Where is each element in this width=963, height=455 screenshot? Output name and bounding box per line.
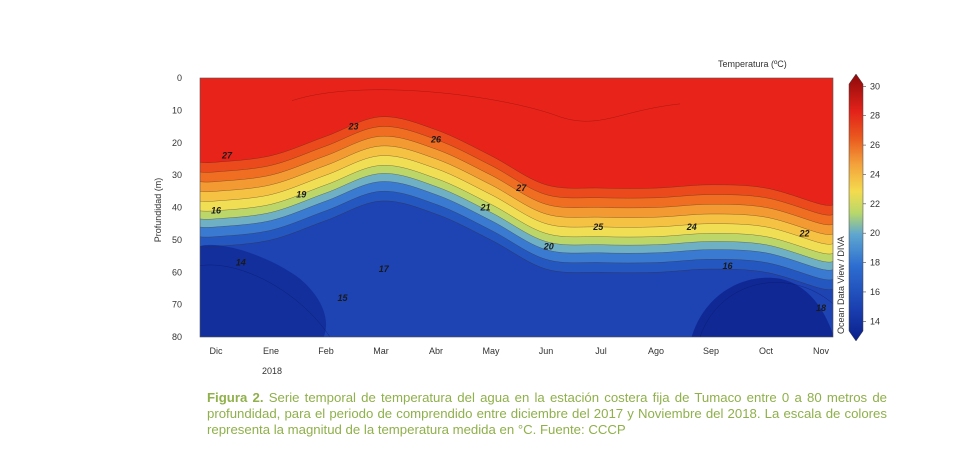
isotherm-lines: [200, 89, 833, 337]
contour-label: 27: [515, 183, 527, 193]
x-tick-label: Oct: [759, 346, 774, 356]
isotherm-line: [200, 136, 833, 226]
figure-caption: Figura 2. Serie temporal de temperatura …: [207, 390, 887, 438]
colorbar-ticks: 14 16 18 20 22 24 26 28 30: [863, 81, 880, 326]
y-tick-label: 40: [172, 203, 182, 213]
cold-core-dec: [200, 244, 326, 337]
contour-label: 17: [379, 264, 390, 274]
isotherm-line: [200, 155, 833, 245]
colorbar-tick-label: 28: [870, 111, 880, 121]
contour-label: 16: [211, 206, 222, 216]
colorbar-title: Temperatura (ºC): [718, 59, 787, 69]
side-credit-label: Ocean Data View / DIVA: [836, 236, 846, 334]
contour-label: 27: [221, 151, 233, 161]
contour-label: 21: [479, 203, 490, 213]
x-axis-ticks: Dic Ene Feb Mar Abr May Jun Jul Ago Sep Oct Nov: [210, 346, 830, 356]
cold-deep-layer: [200, 200, 833, 337]
colorbar: [848, 73, 864, 342]
colorbar-tick-label: 18: [870, 258, 880, 268]
heatmap-field: [200, 78, 833, 337]
x-tick-label: Mar: [373, 346, 389, 356]
y-tick-label: 30: [172, 170, 182, 180]
contour-label: 24: [686, 222, 697, 232]
isotherm-line: [200, 165, 833, 255]
y-axis-ticks: 0 10 20 30 40 50 60 70 80: [172, 73, 182, 342]
colorbar-tick-label: 26: [870, 140, 880, 150]
x-tick-label: Ago: [648, 346, 664, 356]
contour-label: 15: [337, 293, 348, 303]
isotherm-line: [200, 126, 833, 216]
x-tick-label: Sep: [703, 346, 719, 356]
x-tick-label: Jun: [539, 346, 554, 356]
colorbar-tick-label: 14: [870, 316, 880, 326]
x-tick-label: May: [482, 346, 500, 356]
x-tick-label: Jul: [595, 346, 607, 356]
cold-core-sep-oct: [691, 277, 833, 337]
y-tick-label: 80: [172, 332, 182, 342]
isotherm-line: [200, 191, 833, 281]
y-tick-label: 20: [172, 138, 182, 148]
contour-label: 14: [236, 258, 246, 268]
contour-label: 22: [798, 228, 809, 238]
contour-label: 18: [816, 303, 826, 313]
temperature-section-figure: Profundidad (m) 0 10 20 30 40 50 60 70 80 Dic Ene…: [153, 59, 880, 376]
isotherm-line: [200, 173, 833, 263]
caption-label: Figura 2.: [207, 390, 264, 405]
y-tick-label: 50: [172, 235, 182, 245]
contour-label: 16: [722, 261, 733, 271]
colorbar-tick-label: 30: [870, 81, 880, 91]
y-tick-label: 10: [172, 105, 182, 115]
isotherm-line: [200, 116, 833, 206]
plot-frame: [199, 77, 834, 338]
x-axis-year-label: 2018: [262, 366, 282, 376]
contour-label: 20: [543, 241, 554, 251]
x-tick-label: Nov: [813, 346, 830, 356]
colorbar-tick-label: 24: [870, 169, 880, 179]
contour-labels: 27 23 26 19 27 21 25 24 22 20 16 14 17 16 15 18: [211, 122, 826, 313]
contour-label: 23: [347, 122, 358, 132]
contour-label: 25: [592, 222, 604, 232]
x-tick-label: Ene: [263, 346, 279, 356]
y-axis-label: Profundidad (m): [153, 178, 163, 243]
x-tick-label: Abr: [429, 346, 443, 356]
y-tick-label: 60: [172, 267, 182, 277]
y-tick-label: 0: [177, 73, 182, 83]
x-tick-label: Feb: [318, 346, 334, 356]
isotherm-line: [200, 181, 833, 271]
colorbar-tick-label: 22: [870, 199, 880, 209]
caption-text: Serie temporal de temperatura del agua e…: [207, 390, 888, 437]
y-tick-label: 70: [172, 300, 182, 310]
isotherm-line: [200, 145, 833, 235]
x-tick-label: Dic: [210, 346, 223, 356]
isotherm-line: [699, 282, 833, 337]
colorbar-tick-label: 20: [870, 228, 880, 238]
contour-label: 19: [296, 190, 306, 200]
isotherm-line: [200, 200, 833, 290]
contour-label: 26: [430, 135, 442, 145]
colorbar-tick-label: 16: [870, 287, 880, 297]
